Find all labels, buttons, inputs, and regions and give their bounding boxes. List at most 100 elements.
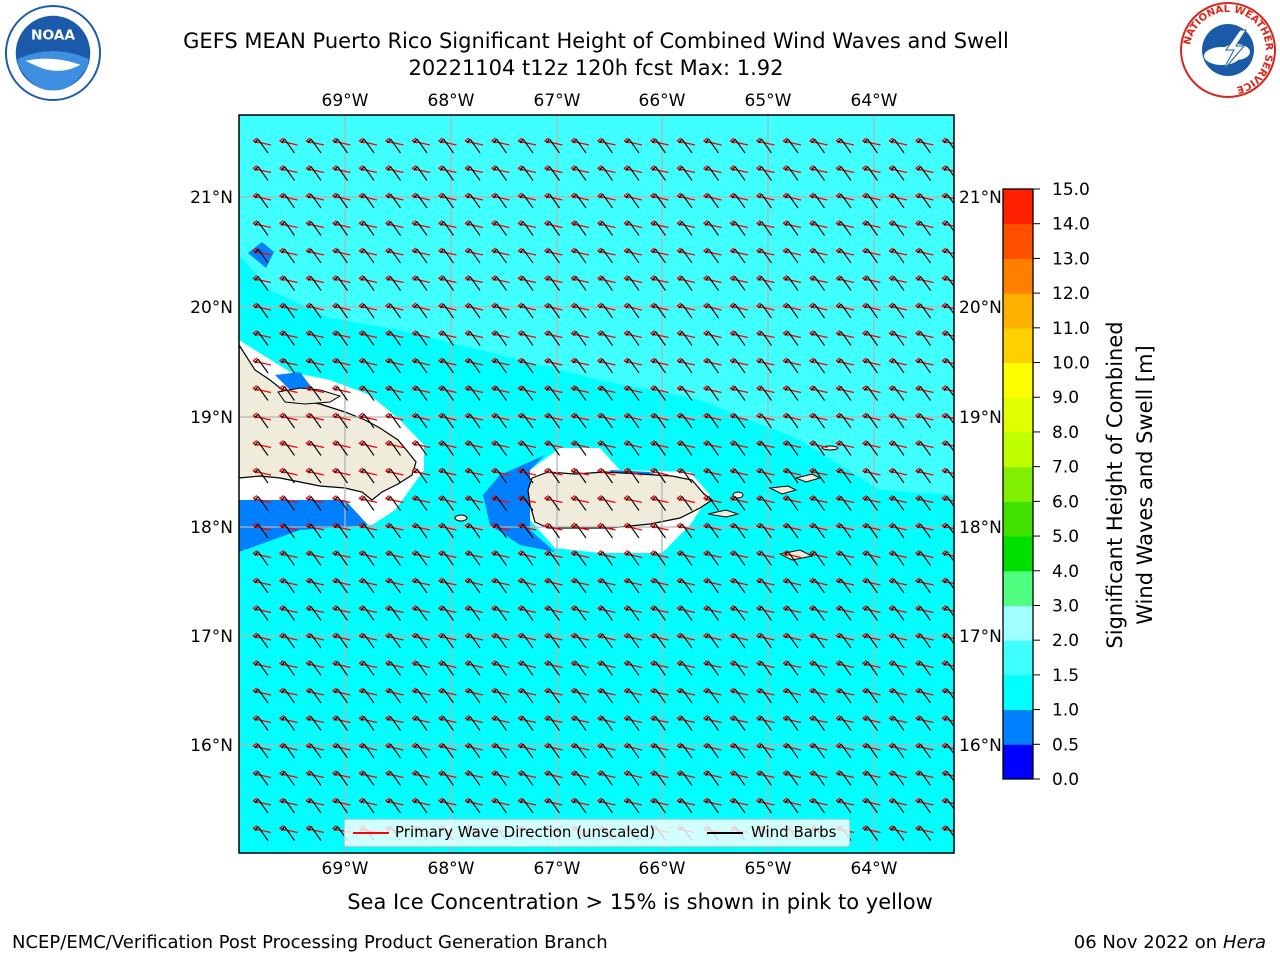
wind-barb: [758, 303, 772, 319]
wind-barb: [758, 633, 772, 649]
wave-direction-legend-label: Primary Wave Direction (unscaled): [395, 823, 656, 841]
wind-barb: [307, 523, 322, 539]
wind-barb: [784, 551, 799, 566]
wind-barb: [758, 193, 772, 209]
wind-barb: [413, 606, 428, 621]
wind-barb: [943, 358, 954, 370]
wind-barb: [705, 276, 719, 291]
wind-barb: [413, 743, 428, 759]
wind-barb: [519, 138, 534, 154]
wind-barb: [943, 303, 954, 315]
wind-barb: [440, 661, 454, 676]
wind-barb: [890, 193, 905, 209]
wind-barb: [493, 606, 507, 621]
wind-barb: [334, 331, 348, 346]
wind-barb: [413, 771, 428, 786]
wind-barb: [546, 441, 560, 456]
wind-barb: [625, 771, 640, 786]
wind-barb: [731, 661, 746, 676]
colorbar-tick-label: 13.0: [1052, 249, 1090, 269]
wind-barb: [678, 688, 693, 704]
wind-barb: [572, 523, 587, 539]
wind-barb: [254, 138, 269, 154]
wind-barb: [731, 331, 746, 346]
wind-barb: [758, 166, 772, 181]
wind-barb: [466, 523, 481, 539]
wind-barb: [466, 276, 481, 291]
wind-barb: [519, 221, 534, 236]
colorbar-label: Significant Height of Combined Wind Wave…: [1103, 321, 1157, 648]
wind-barb: [837, 358, 852, 374]
wind-barb: [652, 633, 666, 649]
colorbar-segment: [1003, 640, 1033, 676]
wind-barb: [705, 716, 719, 731]
wind-barb: [811, 661, 825, 676]
wind-barb: [493, 798, 507, 814]
wind-barb: [572, 413, 587, 429]
wind-barb: [334, 743, 348, 759]
wind-barb: [387, 496, 401, 511]
wind-barb: [943, 193, 954, 205]
wind-barb: [440, 798, 454, 814]
wind-barb: [440, 578, 454, 594]
wind-barb: [281, 826, 295, 841]
colorbar-segment: [1003, 431, 1033, 468]
wind-barb: [731, 743, 746, 759]
wind-barb: [758, 771, 772, 786]
wind-barb: [890, 276, 905, 291]
wind-barb: [731, 358, 746, 374]
wind-barb: [811, 331, 825, 346]
wind-barb: [281, 798, 295, 814]
wind-barb: [864, 166, 878, 181]
lat-tick-left: 17°N: [190, 627, 233, 647]
wind-barb: [917, 743, 931, 759]
wind-barb: [678, 138, 693, 154]
wind-barb: [519, 276, 534, 291]
wind-barb: [811, 386, 825, 401]
wind-barb: [466, 413, 481, 429]
wind-barb: [307, 578, 322, 594]
wind-barb: [864, 606, 878, 621]
wind-barb: [387, 138, 401, 154]
wind-barb: [599, 523, 613, 539]
wind-barb: [519, 606, 534, 621]
wind-barb: [890, 551, 905, 566]
wind-barb: [307, 303, 322, 319]
wind-barb: [652, 523, 666, 539]
lat-tick-left: 20°N: [190, 298, 233, 318]
wind-barb: [758, 358, 772, 374]
wind-barb: [731, 138, 746, 154]
wind-barb: [652, 386, 666, 401]
wind-barb: [599, 468, 613, 484]
wind-barb: [307, 138, 322, 154]
wind-barb: [387, 468, 401, 484]
wind-barb: [334, 276, 348, 291]
wind-barb: [281, 193, 295, 209]
wind-barb: [546, 798, 560, 814]
wind-barb: [599, 633, 613, 649]
wind-barb: [546, 496, 560, 511]
wind-barb: [466, 138, 481, 154]
wind-barb: [731, 413, 746, 429]
wind-barb: [440, 606, 454, 621]
wind-barb: [678, 248, 693, 264]
wind-barb: [705, 743, 719, 759]
wind-barb: [625, 743, 640, 759]
wind-barb: [599, 138, 613, 154]
colorbar-tick-label: 8.0: [1052, 423, 1079, 443]
wind-barb: [678, 798, 693, 814]
wind-barb: [466, 221, 481, 236]
wind-barb: [731, 606, 746, 621]
wind-barb: [307, 413, 322, 429]
wind-barb: [334, 386, 348, 401]
lon-tick-top: 66°W: [639, 91, 686, 111]
wind-barb: [546, 661, 560, 676]
wind-barb: [652, 661, 666, 676]
wind-barb: [546, 413, 560, 429]
wind-barb: [784, 688, 799, 704]
wind-barb: [731, 798, 746, 814]
wind-barb: [811, 716, 825, 731]
wind-barb-legend-icon: [707, 832, 743, 834]
wind-barb: [413, 166, 428, 181]
wind-barb: [413, 551, 428, 566]
